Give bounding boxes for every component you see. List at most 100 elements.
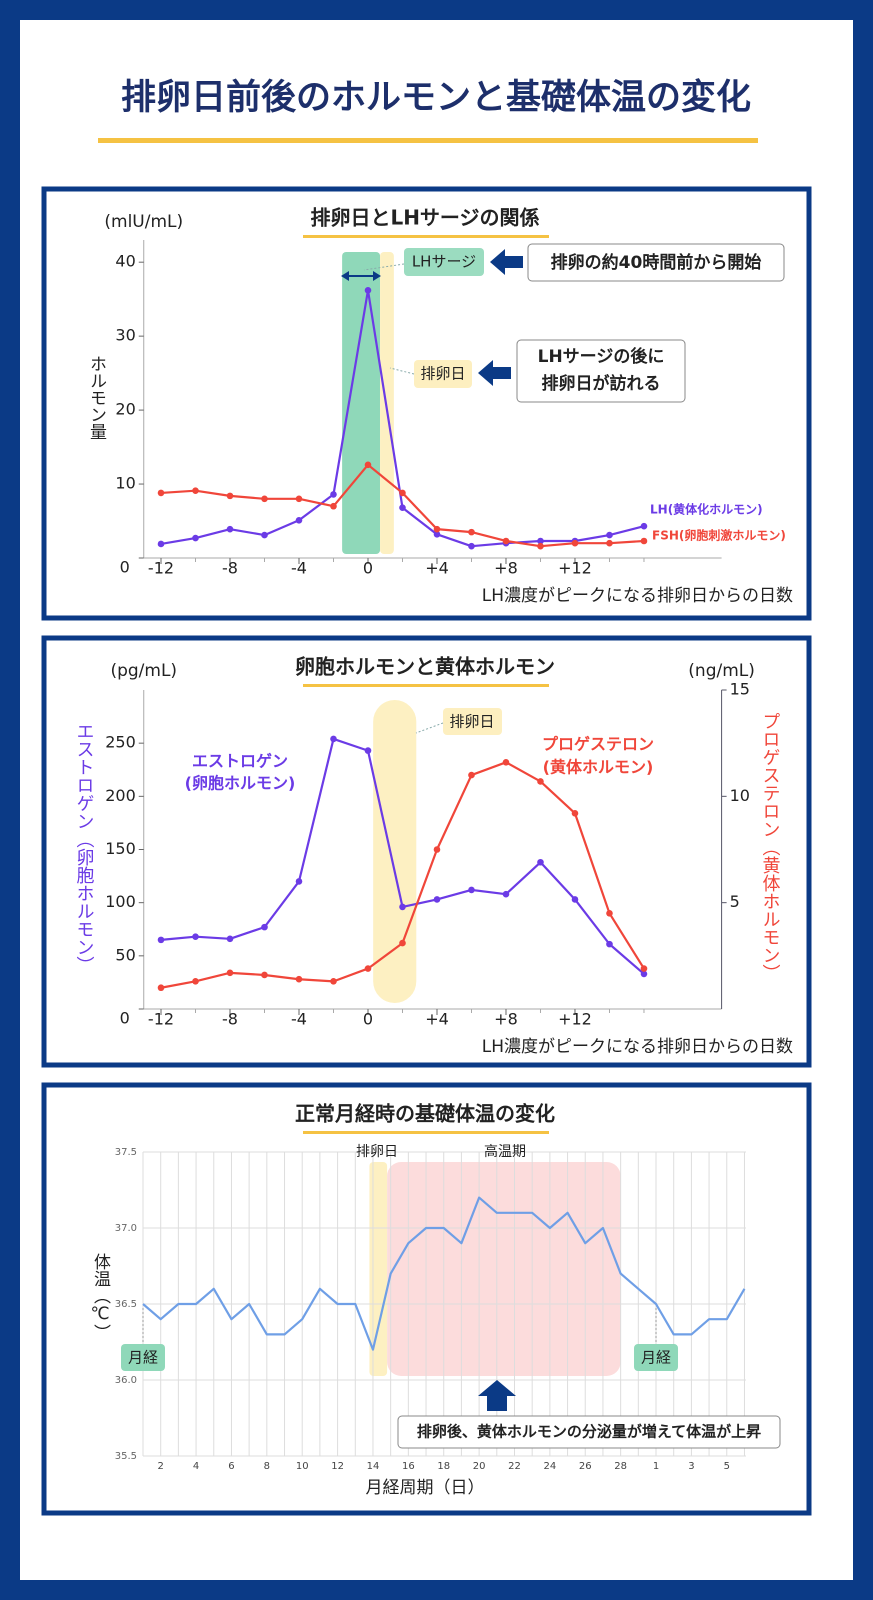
leader-line bbox=[363, 263, 405, 271]
data-point bbox=[295, 495, 303, 503]
x-axis-label: 月経周期（日） bbox=[366, 1478, 485, 1498]
x-tick-label: -8 bbox=[222, 559, 238, 578]
y-tick-label: 36.5 bbox=[115, 1299, 137, 1310]
label-box bbox=[634, 1344, 679, 1371]
callout: 排卵後、黄体ホルモンの分泌量が増えて体温が上昇 bbox=[417, 1423, 761, 1441]
title-underline bbox=[303, 235, 549, 238]
x-tick-label: +8 bbox=[494, 1010, 518, 1029]
data-point bbox=[192, 487, 199, 495]
data-point bbox=[468, 542, 475, 550]
data-point bbox=[261, 971, 268, 979]
arrow-head bbox=[341, 271, 349, 281]
series-label: (黄体ホルモン) bbox=[543, 758, 654, 777]
chart-title: 排卵日とLHサージの関係 bbox=[310, 206, 539, 230]
y-tick-label: 200 bbox=[105, 786, 136, 805]
data-point bbox=[157, 489, 165, 497]
legend-label: FSH(卵胞刺激ホルモン) bbox=[652, 528, 786, 543]
leader-line bbox=[415, 722, 444, 734]
x-tick-label: 16 bbox=[402, 1461, 415, 1472]
highlight-band bbox=[342, 252, 381, 554]
highlight-label: 高温期 bbox=[484, 1143, 526, 1160]
x-tick-label: -4 bbox=[291, 1010, 307, 1029]
data-point bbox=[571, 896, 579, 903]
x-tick-label: +4 bbox=[425, 1010, 449, 1029]
data-point bbox=[606, 539, 613, 547]
x-tick-label: 2 bbox=[158, 1461, 164, 1472]
y-tick-label: 20 bbox=[115, 400, 135, 419]
y-tick-label: 150 bbox=[105, 839, 136, 858]
chart-title: 正常月経時の基礎体温の変化 bbox=[295, 1102, 555, 1126]
data-point bbox=[399, 903, 406, 911]
data-point bbox=[261, 531, 268, 539]
y-tick-label: 250 bbox=[105, 733, 136, 752]
data-point bbox=[226, 492, 234, 500]
period-label: 月経 bbox=[641, 1349, 671, 1367]
data-point bbox=[433, 896, 441, 903]
series-label: プロゲステロン bbox=[542, 735, 654, 754]
x-tick-label: 28 bbox=[614, 1461, 627, 1472]
page-title: 排卵日前後のホルモンと基礎体温の変化 bbox=[121, 77, 751, 118]
data-point bbox=[606, 940, 613, 948]
data-point bbox=[157, 984, 165, 992]
data-point bbox=[399, 504, 406, 512]
highlight-band bbox=[387, 1162, 621, 1376]
data-point bbox=[330, 978, 337, 985]
data-point bbox=[433, 531, 441, 538]
y-tick-label: 50 bbox=[115, 945, 135, 964]
x-tick-label: 12 bbox=[331, 1461, 344, 1472]
x-tick-label: 18 bbox=[437, 1461, 450, 1472]
data-point bbox=[226, 969, 234, 977]
data-point bbox=[364, 286, 372, 294]
y2-tick-label: 5 bbox=[730, 892, 740, 911]
x-tick-label: 1 bbox=[653, 1461, 659, 1472]
y-axis-label: エストロゲン（卵胞ホルモン） bbox=[74, 722, 95, 974]
arrow bbox=[478, 360, 511, 386]
data-point bbox=[330, 491, 337, 498]
highlight-band bbox=[369, 1162, 388, 1376]
data-point bbox=[192, 978, 199, 985]
y-tick-label: 35.5 bbox=[115, 1451, 137, 1462]
label-box bbox=[414, 360, 472, 388]
label-box bbox=[443, 708, 502, 735]
x-tick-label: -12 bbox=[148, 1010, 174, 1029]
series-line bbox=[142, 1196, 746, 1351]
data-point bbox=[226, 935, 234, 943]
x-axis-label: LH濃度がピークになる排卵日からの日数 bbox=[482, 586, 793, 606]
data-point bbox=[537, 778, 544, 785]
data-point bbox=[157, 540, 165, 548]
x-tick-label: 6 bbox=[228, 1461, 234, 1472]
data-point bbox=[468, 771, 475, 779]
data-point bbox=[226, 525, 234, 533]
x-axis-label: LH濃度がピークになる排卵日からの日数 bbox=[482, 1037, 793, 1057]
data-point bbox=[330, 735, 337, 743]
x-tick-label: 20 bbox=[473, 1461, 486, 1472]
x-tick-label: +12 bbox=[558, 1010, 592, 1029]
data-point bbox=[261, 495, 268, 503]
data-point bbox=[433, 846, 441, 853]
x-tick-label: 3 bbox=[688, 1461, 694, 1472]
callout: 排卵の約40時間前から開始 bbox=[551, 252, 762, 273]
y-tick-label: 40 bbox=[115, 252, 135, 271]
data-point bbox=[537, 858, 544, 866]
data-point bbox=[468, 886, 475, 894]
y-tick-label: 10 bbox=[115, 474, 135, 493]
data-point bbox=[571, 539, 579, 547]
label-box bbox=[397, 1415, 781, 1449]
x-tick-label: 5 bbox=[724, 1461, 730, 1472]
x-tick-label: 24 bbox=[544, 1461, 557, 1472]
data-point bbox=[537, 542, 544, 550]
data-point bbox=[364, 461, 372, 469]
panel bbox=[41, 635, 812, 1068]
x-tick-label: 22 bbox=[508, 1461, 521, 1472]
x-tick-label: +8 bbox=[494, 559, 518, 578]
callout: 排卵日が訪れる bbox=[542, 373, 661, 394]
y-tick-label: 36.0 bbox=[115, 1375, 137, 1386]
data-point bbox=[433, 525, 441, 533]
data-point bbox=[537, 537, 544, 545]
label-box bbox=[404, 248, 484, 276]
y-tick-label: 37.5 bbox=[115, 1147, 137, 1158]
x-tick-label: 8 bbox=[264, 1461, 270, 1472]
data-point bbox=[502, 537, 510, 545]
data-point bbox=[192, 534, 199, 542]
label-box bbox=[527, 243, 785, 282]
